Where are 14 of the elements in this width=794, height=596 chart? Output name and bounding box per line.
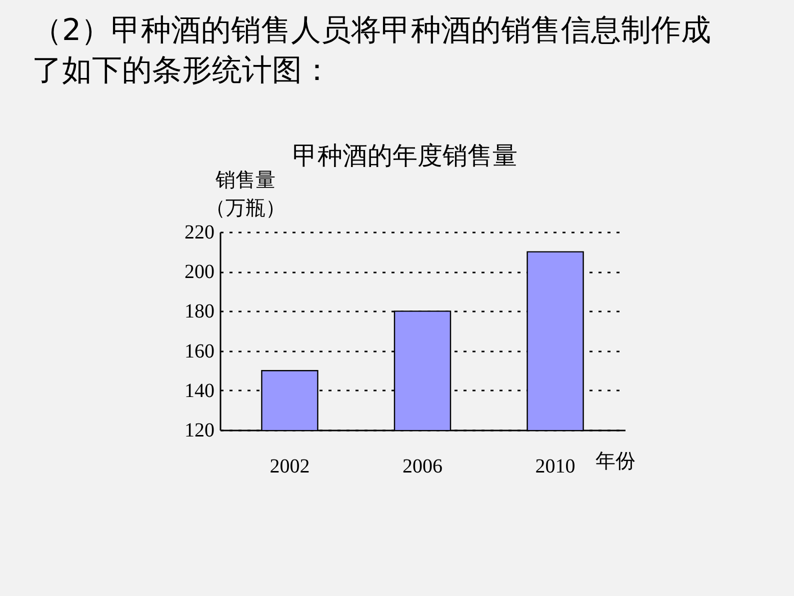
text: 销售量: [216, 170, 276, 192]
x-tick-label: 2010: [535, 456, 576, 478]
chart-title: 甲种酒的年度销售量: [292, 141, 518, 170]
x-tick-label: 2006: [402, 456, 442, 478]
x-tick-label: 2002: [270, 456, 310, 478]
text: （万瓶）: [206, 198, 286, 220]
y-tick-label: 160: [184, 340, 214, 362]
y-tick-label: 220: [184, 222, 214, 244]
y-tick-label: 200: [184, 261, 214, 284]
y-tick-label: 140: [184, 380, 214, 402]
y-tick-label: 120: [184, 420, 214, 442]
text: （2）甲种酒的销售人员将甲种酒的销售信息制作成了如下的条形统计图：: [32, 13, 712, 88]
x-axis-title: 年份: [596, 450, 636, 472]
y-tick-label: 180: [184, 300, 214, 323]
